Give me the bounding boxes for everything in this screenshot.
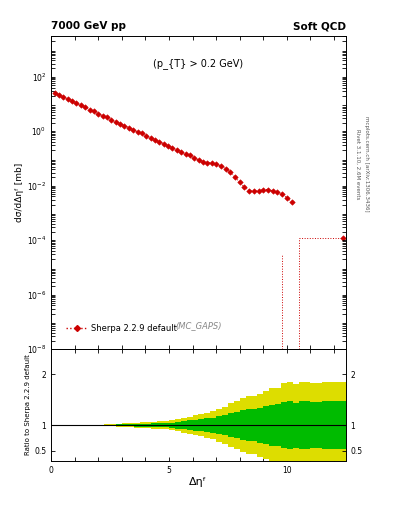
Bar — [163, 421, 169, 429]
Bar — [293, 402, 299, 448]
Text: 7000 GeV pp: 7000 GeV pp — [51, 21, 126, 31]
Bar — [204, 418, 210, 432]
Bar — [257, 394, 263, 457]
Bar — [104, 424, 110, 426]
Bar — [140, 424, 145, 426]
Bar — [193, 420, 198, 431]
Bar — [128, 423, 134, 428]
Bar — [293, 384, 299, 466]
Bar — [175, 419, 181, 431]
Bar — [287, 382, 293, 468]
Bar — [210, 418, 216, 433]
Bar — [122, 423, 128, 427]
Bar — [198, 419, 204, 432]
Bar — [246, 409, 252, 441]
Bar — [187, 420, 193, 430]
Bar — [110, 424, 116, 426]
Bar — [305, 401, 310, 449]
Bar — [299, 401, 305, 449]
Bar — [299, 382, 305, 468]
Text: Soft QCD: Soft QCD — [293, 21, 346, 31]
Bar — [310, 402, 316, 449]
Text: (MC_GAPS): (MC_GAPS) — [175, 321, 222, 330]
Bar — [204, 413, 210, 438]
Bar — [269, 388, 275, 463]
Bar — [310, 383, 316, 467]
Bar — [110, 424, 116, 426]
Bar — [322, 382, 328, 468]
Bar — [305, 382, 310, 468]
Bar — [134, 423, 140, 428]
Bar — [181, 421, 187, 429]
Y-axis label: dσ/dΔηᶠ [mb]: dσ/dΔηᶠ [mb] — [15, 163, 24, 222]
Bar — [193, 415, 198, 435]
Bar — [163, 423, 169, 428]
Bar — [322, 401, 328, 449]
Bar — [281, 383, 287, 467]
Bar — [145, 423, 151, 427]
Legend: Sherpa 2.2.9 default: Sherpa 2.2.9 default — [63, 321, 180, 336]
Bar — [116, 424, 122, 426]
Bar — [122, 424, 128, 426]
Bar — [252, 409, 257, 441]
Bar — [240, 410, 246, 440]
Bar — [216, 409, 222, 441]
Bar — [151, 423, 157, 427]
Bar — [281, 402, 287, 449]
Bar — [187, 417, 193, 434]
Bar — [140, 422, 145, 428]
Bar — [210, 412, 216, 439]
Bar — [269, 404, 275, 446]
Bar — [240, 398, 246, 453]
Bar — [145, 422, 151, 429]
Bar — [328, 401, 334, 449]
Bar — [151, 422, 157, 429]
Bar — [252, 396, 257, 455]
Bar — [340, 401, 346, 449]
Y-axis label: Ratio to Sherpa 2.2.9 default: Ratio to Sherpa 2.2.9 default — [25, 354, 31, 455]
Bar — [287, 401, 293, 449]
Bar — [222, 407, 228, 443]
Bar — [198, 414, 204, 436]
Bar — [216, 416, 222, 434]
Bar — [175, 422, 181, 429]
Bar — [234, 412, 240, 438]
Bar — [328, 382, 334, 468]
Bar — [257, 408, 263, 442]
Bar — [169, 422, 175, 428]
Text: mcplots.cern.ch [arXiv:1306.3436]: mcplots.cern.ch [arXiv:1306.3436] — [364, 116, 369, 211]
Bar — [228, 413, 234, 437]
Bar — [334, 401, 340, 449]
Bar — [228, 403, 234, 447]
Bar — [316, 402, 322, 449]
Bar — [275, 388, 281, 463]
Bar — [340, 382, 346, 468]
Bar — [316, 383, 322, 467]
Bar — [128, 424, 134, 426]
Bar — [98, 424, 104, 426]
Bar — [263, 391, 269, 459]
Bar — [116, 424, 122, 426]
Bar — [334, 382, 340, 468]
Bar — [134, 424, 140, 426]
Bar — [234, 401, 240, 449]
Bar — [181, 418, 187, 433]
Text: Rivet 3.1.10, 2.6M events: Rivet 3.1.10, 2.6M events — [356, 129, 361, 199]
Text: (p_{T} > 0.2 GeV): (p_{T} > 0.2 GeV) — [153, 58, 244, 69]
Bar — [246, 396, 252, 454]
Bar — [157, 423, 163, 428]
Bar — [169, 420, 175, 430]
Bar — [157, 421, 163, 429]
Bar — [275, 404, 281, 446]
X-axis label: Δηᶠ: Δηᶠ — [189, 477, 208, 487]
Bar — [263, 407, 269, 444]
Bar — [222, 415, 228, 435]
